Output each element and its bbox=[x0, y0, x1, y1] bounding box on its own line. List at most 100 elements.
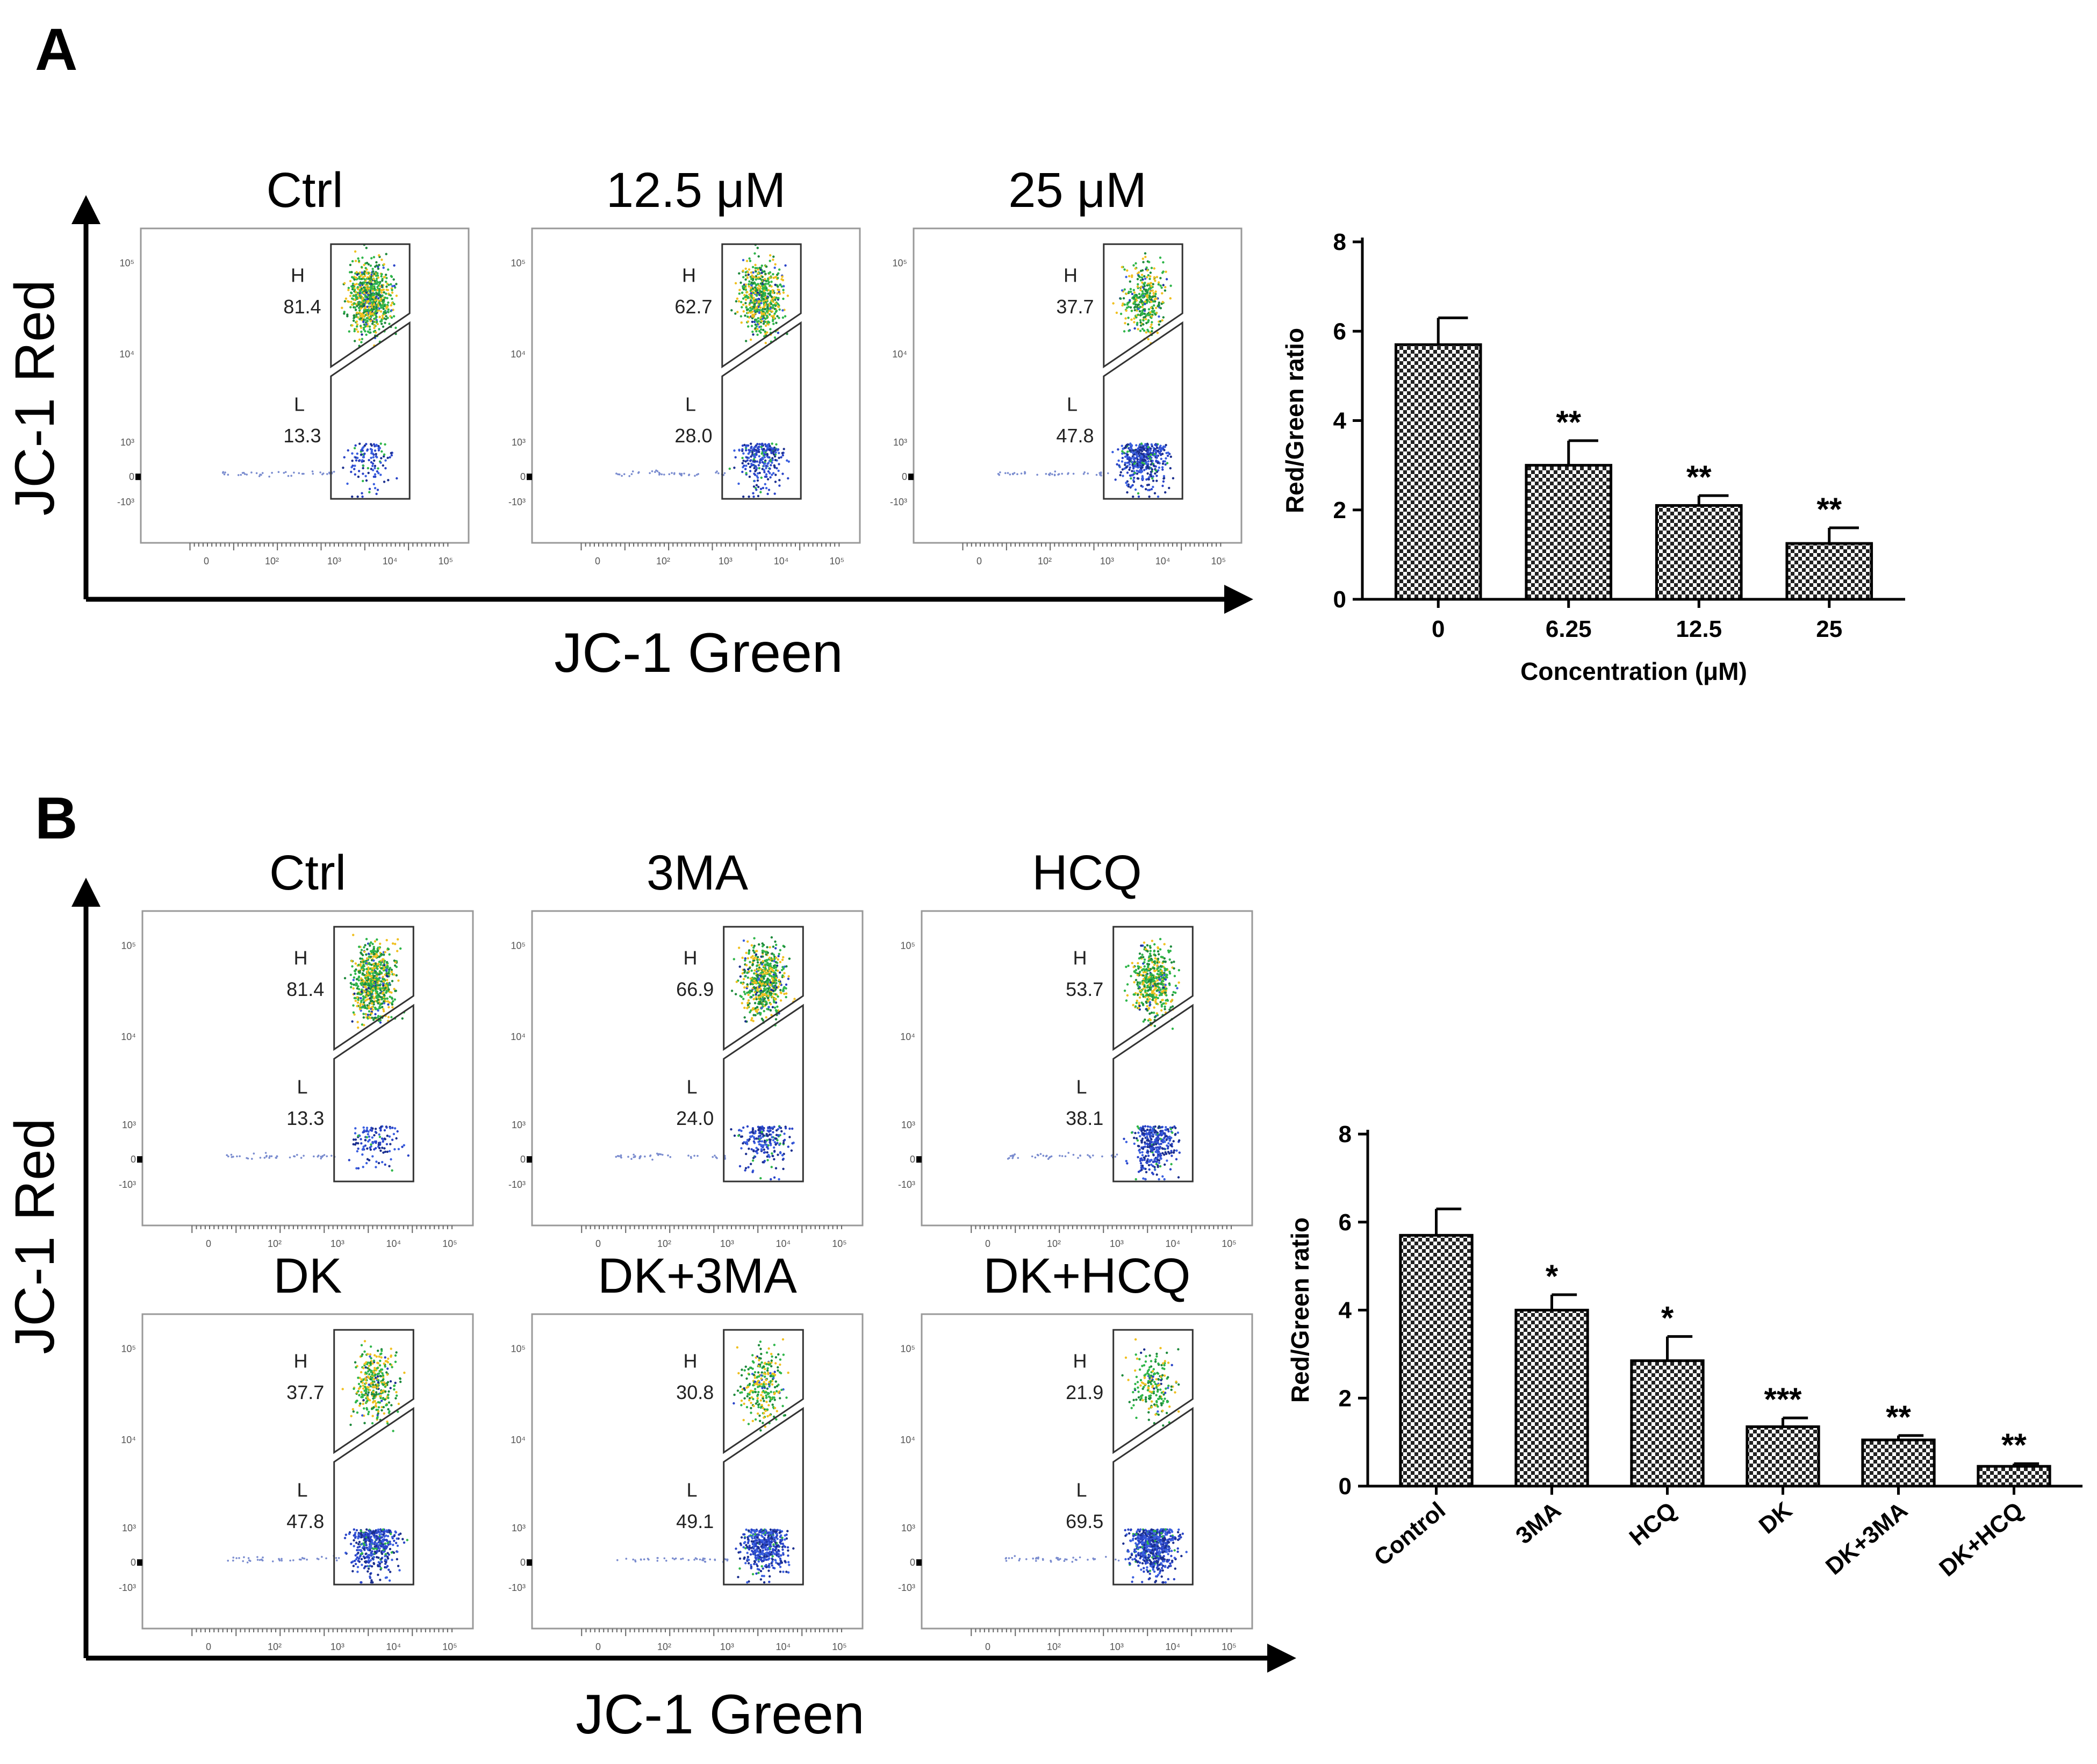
flow-dot bbox=[362, 1016, 365, 1019]
flow-dot bbox=[755, 278, 758, 281]
flow-dot bbox=[246, 474, 248, 476]
flow-dot bbox=[761, 315, 764, 318]
flow-dot bbox=[377, 977, 380, 980]
flow-dot bbox=[766, 297, 769, 299]
flow-dot bbox=[382, 1008, 385, 1011]
flow-dot bbox=[1145, 1001, 1148, 1004]
flow-dot bbox=[350, 300, 353, 303]
flow-dot bbox=[745, 309, 749, 311]
flow-dot bbox=[780, 456, 782, 458]
flow-dot bbox=[1163, 449, 1166, 451]
flow-dot bbox=[372, 981, 376, 985]
flow-dot bbox=[378, 328, 380, 331]
flow-dot bbox=[376, 967, 379, 970]
flow-dot bbox=[1132, 264, 1135, 267]
flow-dot bbox=[730, 989, 734, 992]
flow-dot bbox=[397, 938, 399, 941]
flow-dot bbox=[767, 470, 770, 473]
flow-dot bbox=[390, 996, 393, 999]
flow-dot bbox=[364, 944, 367, 946]
flow-dot bbox=[1100, 471, 1102, 474]
flow-dot bbox=[385, 968, 388, 971]
flow-dot bbox=[745, 446, 748, 448]
flow-dot bbox=[751, 315, 753, 318]
flow-dot bbox=[751, 320, 754, 323]
flow-dot bbox=[1159, 948, 1162, 951]
flow-dot bbox=[769, 1138, 772, 1141]
flow-dot bbox=[1138, 271, 1140, 274]
flow-dot bbox=[394, 326, 397, 329]
flow-dot bbox=[762, 990, 765, 993]
flow-dot bbox=[780, 1130, 783, 1132]
flow-dot bbox=[359, 277, 362, 281]
flow-dot bbox=[766, 1008, 769, 1010]
flow-dot bbox=[756, 451, 758, 454]
flow-dot bbox=[381, 314, 384, 317]
flow-dot bbox=[759, 967, 763, 971]
flow-dot bbox=[378, 282, 381, 285]
flow-dot bbox=[766, 959, 769, 962]
flow-dot bbox=[762, 1161, 764, 1164]
flow-dot bbox=[395, 295, 398, 297]
flow-dot bbox=[1142, 261, 1145, 263]
flow-dot bbox=[735, 993, 737, 995]
flow-dot bbox=[753, 252, 756, 255]
flow-dot bbox=[368, 282, 371, 285]
flow-dot bbox=[373, 459, 376, 462]
flow-dot bbox=[357, 979, 360, 982]
flow-dot bbox=[393, 959, 396, 962]
flow-dot bbox=[356, 325, 358, 328]
flow-dot bbox=[1141, 464, 1145, 467]
flow-dot bbox=[371, 1155, 374, 1158]
flow-dot bbox=[362, 1003, 364, 1006]
flow-dot bbox=[781, 989, 785, 992]
flow-dot bbox=[1146, 294, 1149, 297]
flow-dot bbox=[1128, 329, 1130, 332]
flow-dot bbox=[373, 964, 376, 967]
flow-dot bbox=[775, 310, 778, 312]
flow-dot bbox=[1155, 455, 1159, 457]
flow-dot bbox=[748, 257, 751, 260]
flow-dot bbox=[377, 444, 380, 448]
flow-dot bbox=[385, 277, 388, 279]
flow-dot bbox=[239, 1155, 241, 1157]
flow-dot bbox=[773, 997, 776, 1000]
flow-dot bbox=[755, 294, 758, 297]
flow-dot bbox=[1136, 999, 1138, 1002]
flow-dot bbox=[766, 996, 770, 1000]
flow-y-tick-label: 10³ bbox=[893, 437, 907, 448]
flow-dot bbox=[350, 291, 353, 294]
flow-dot bbox=[781, 454, 785, 457]
flow-dot bbox=[1146, 464, 1149, 467]
flow-dot bbox=[355, 320, 358, 323]
flow-dot bbox=[357, 257, 360, 260]
flow-dot bbox=[1146, 291, 1149, 293]
flow-y-tick-label: 0 bbox=[520, 1154, 526, 1165]
flow-plot-title: 3MA bbox=[647, 845, 749, 900]
flow-dot bbox=[748, 451, 751, 454]
flow-dot bbox=[775, 956, 778, 959]
flow-dot bbox=[355, 315, 358, 318]
flow-plot-title: HCQ bbox=[1032, 845, 1141, 900]
flow-dot bbox=[380, 273, 383, 276]
flow-dot bbox=[1132, 479, 1135, 482]
flow-dot bbox=[1048, 474, 1051, 476]
flow-dot bbox=[373, 952, 376, 956]
flow-zero-marker bbox=[527, 1156, 532, 1163]
flow-dot bbox=[769, 476, 772, 479]
flow-dot bbox=[759, 282, 762, 285]
flow-dot bbox=[781, 472, 784, 475]
flow-dot bbox=[366, 320, 369, 322]
flow-dot bbox=[770, 1178, 772, 1181]
flow-dot bbox=[770, 464, 772, 467]
flow-dot bbox=[755, 284, 758, 287]
flow-dot bbox=[1147, 308, 1151, 311]
flow-dot bbox=[356, 452, 358, 455]
flow-dot bbox=[289, 1156, 291, 1159]
flow-dot bbox=[1053, 474, 1056, 477]
flow-dot bbox=[1136, 462, 1139, 465]
flow-dot bbox=[1122, 297, 1125, 300]
flow-dot bbox=[270, 1155, 273, 1157]
flow-dot bbox=[321, 1155, 324, 1157]
flow-dot bbox=[1045, 472, 1047, 475]
